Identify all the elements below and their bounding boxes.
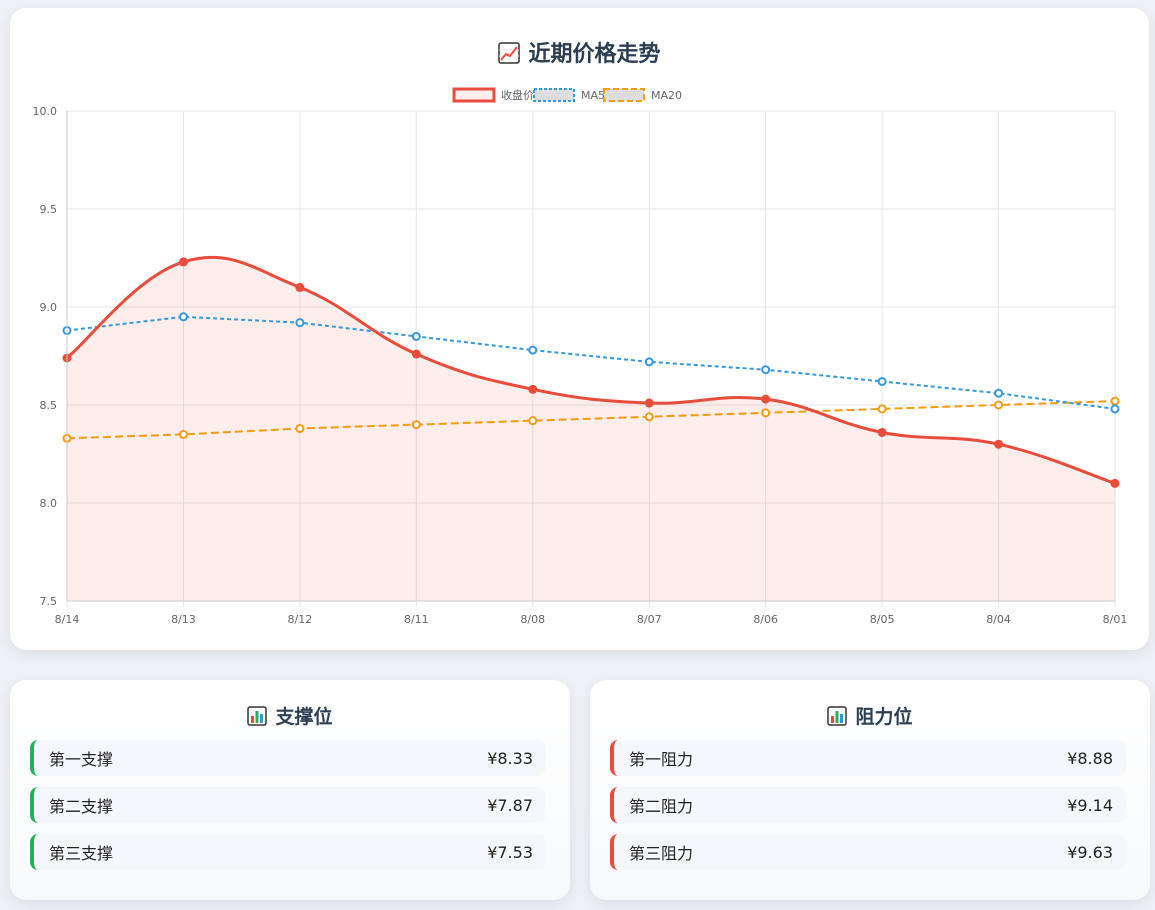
- resistance-value: ¥9.63: [1067, 842, 1113, 862]
- ma20-point: [295, 424, 305, 434]
- resistance-label: 第一阻力: [629, 750, 694, 769]
- ma20-line: [66, 400, 1116, 440]
- legend-swatch: [452, 87, 496, 103]
- bar-chart-icon: [247, 706, 268, 726]
- support-label: 第二支撑: [49, 797, 114, 816]
- close-price-point: [528, 384, 538, 394]
- legend-label: MA20: [651, 89, 682, 102]
- ma20-point: [1110, 396, 1120, 406]
- x-tick-label: 8/14: [55, 613, 80, 626]
- close-price-point: [178, 257, 188, 267]
- ma5-line: [66, 315, 1116, 410]
- close-price-point: [877, 427, 887, 437]
- support-label: 第一支撑: [49, 750, 114, 769]
- ma5-point: [528, 345, 538, 355]
- support-value: ¥7.53: [487, 842, 533, 862]
- chart-title: 近期价格走势: [10, 36, 1149, 68]
- x-tick-label: 8/01: [1103, 613, 1128, 626]
- ma20-point: [761, 408, 771, 418]
- x-tick-label: 8/12: [288, 613, 313, 626]
- resistance-title: 阻力位: [590, 702, 1150, 729]
- resistance-title-text: 阻力位: [855, 706, 913, 728]
- ma5-point: [644, 357, 654, 367]
- close-price-point: [644, 398, 654, 408]
- x-tick-label: 8/05: [870, 613, 895, 626]
- ma20-point: [877, 404, 887, 414]
- y-tick-label: 10.0: [33, 105, 58, 118]
- y-tick-label: 8.5: [40, 399, 58, 412]
- close-price-point: [1110, 478, 1120, 488]
- resistance-label: 第三阻力: [629, 844, 694, 863]
- support-levels-card: 支撑位 第一支撑 ¥8.33 第二支撑 ¥7.87 第三支撑 ¥7.53: [10, 680, 570, 900]
- support-label: 第三支撑: [49, 844, 114, 863]
- y-tick-label: 9.0: [40, 301, 58, 314]
- ma5-point: [761, 365, 771, 375]
- resistance-row: 第一阻力 ¥8.88: [610, 740, 1126, 776]
- ma20-point: [178, 429, 188, 439]
- legend-swatch: [533, 88, 575, 102]
- support-row: 第三支撑 ¥7.53: [30, 834, 546, 870]
- support-row: 第二支撑 ¥7.87: [30, 787, 546, 823]
- chart-title-text: 近期价格走势: [528, 42, 661, 67]
- resistance-value: ¥8.88: [1067, 748, 1113, 768]
- resistance-levels-card: 阻力位 第一阻力 ¥8.88 第二阻力 ¥9.14 第三阻力 ¥9.63: [590, 680, 1150, 900]
- ma20-point: [994, 400, 1004, 410]
- bar-chart-icon: [827, 706, 848, 726]
- x-tick-label: 8/13: [171, 613, 196, 626]
- resistance-label: 第二阻力: [629, 797, 694, 816]
- legend-label: 收盘价: [501, 88, 534, 102]
- ma20-point: [528, 416, 538, 426]
- price-trend-card: 近期价格走势 10.0 9.5 9.0 8.5 8.0 7.5 8/14 8/13 8/12 8/…: [10, 8, 1149, 650]
- y-tick-label: 7.5: [40, 595, 58, 608]
- close-price-line: [66, 255, 1116, 485]
- legend-swatch: [603, 88, 645, 102]
- price-line-chart: 10.0 9.5 9.0 8.5 8.0 7.5 8/14 8/13 8/12 8/11 8/08 8…: [33, 87, 1128, 626]
- ma20-point: [644, 412, 654, 422]
- close-area-fill: [67, 257, 1115, 601]
- support-value: ¥7.87: [487, 795, 533, 815]
- close-price-point: [761, 394, 771, 404]
- ma5-point: [1110, 404, 1120, 414]
- resistance-value: ¥9.14: [1067, 795, 1113, 815]
- support-title: 支撑位: [10, 702, 570, 729]
- resistance-row: 第二阻力 ¥9.14: [610, 787, 1126, 823]
- chart-increasing-icon: [498, 42, 521, 64]
- y-tick-label: 8.0: [40, 497, 58, 510]
- close-price-point: [295, 282, 305, 292]
- support-title-text: 支撑位: [275, 706, 333, 728]
- resistance-row: 第三阻力 ¥9.63: [610, 834, 1126, 870]
- ma5-point: [178, 312, 188, 322]
- ma5-point: [295, 318, 305, 328]
- x-tick-label: 8/07: [637, 613, 662, 626]
- legend-label: MA5: [581, 89, 605, 102]
- x-tick-label: 8/11: [404, 613, 429, 626]
- support-row: 第一支撑 ¥8.33: [30, 740, 546, 776]
- ma5-point: [994, 388, 1004, 398]
- ma20-point: [411, 420, 421, 430]
- close-price-point: [994, 439, 1004, 449]
- x-tick-label: 8/06: [753, 613, 778, 626]
- ma5-point: [877, 376, 887, 386]
- x-tick-label: 8/08: [520, 613, 545, 626]
- y-tick-label: 9.5: [40, 203, 58, 216]
- support-value: ¥8.33: [487, 748, 533, 768]
- ma5-point: [411, 331, 421, 341]
- x-tick-label: 8/04: [986, 613, 1011, 626]
- close-price-point: [411, 349, 421, 359]
